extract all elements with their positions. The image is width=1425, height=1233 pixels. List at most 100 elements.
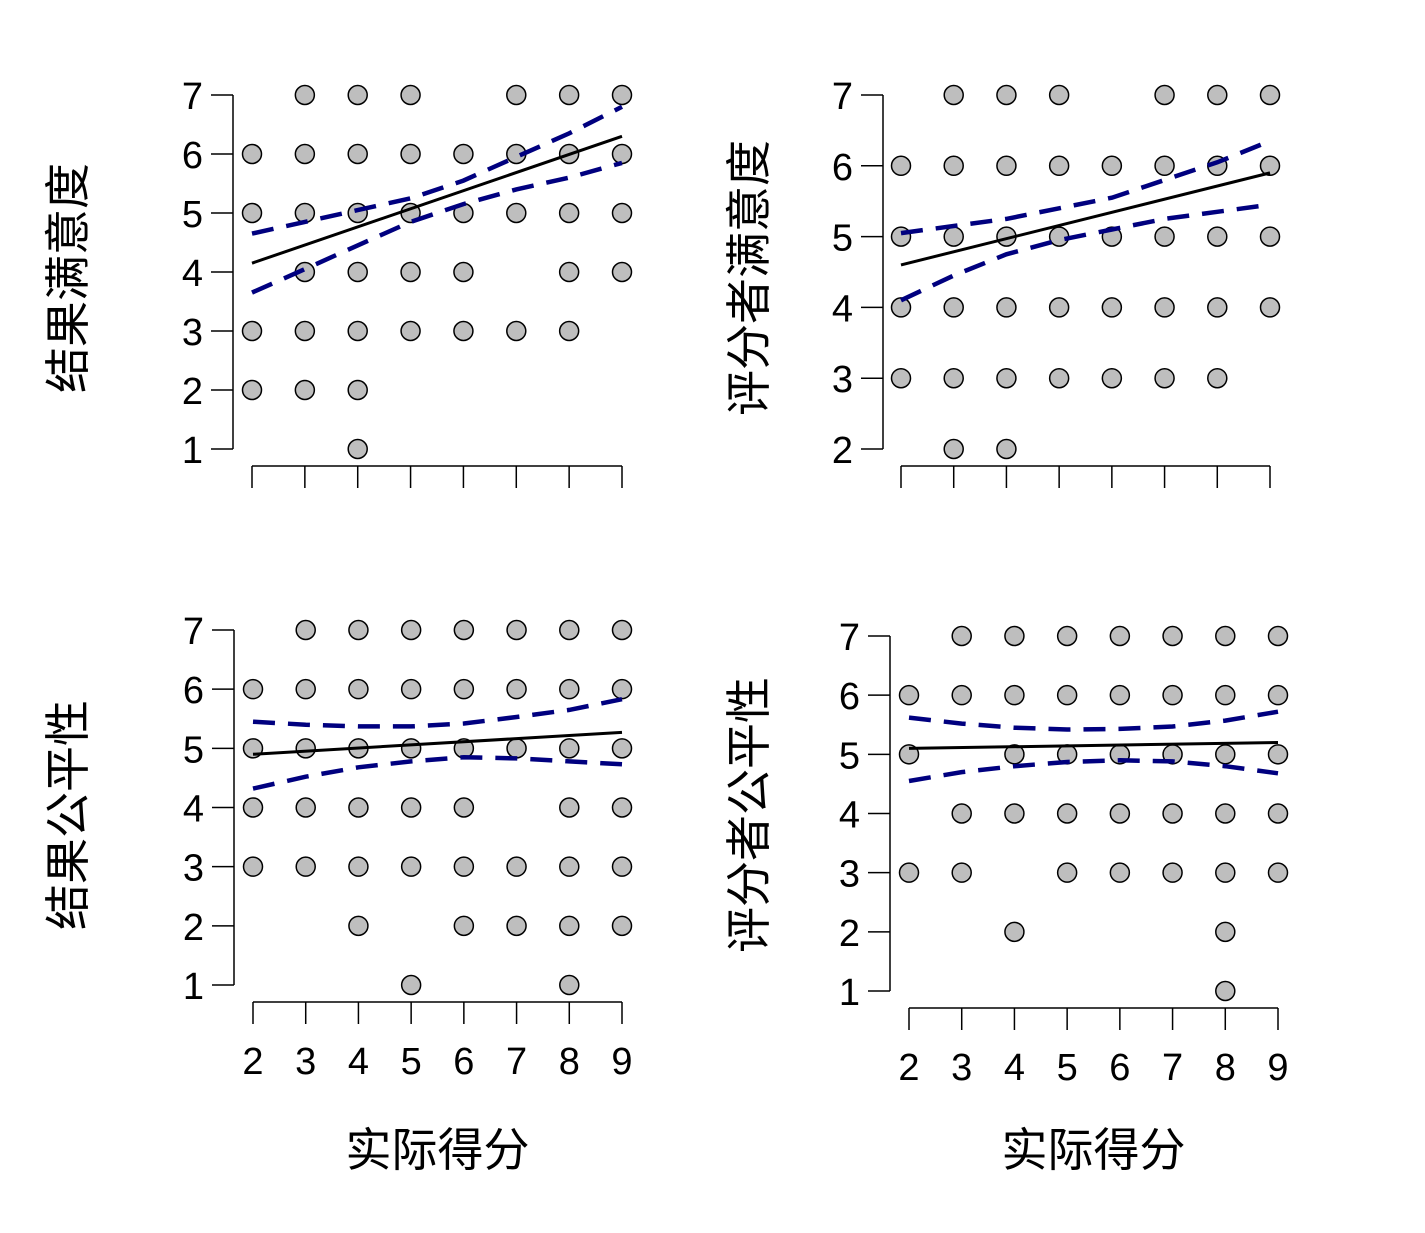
y-tick-label: 5 (832, 218, 853, 260)
y-tick-label: 2 (832, 430, 853, 472)
data-point (241, 379, 263, 401)
data-point (1056, 862, 1078, 883)
data-point (1162, 684, 1183, 706)
data-point (1215, 921, 1236, 943)
data-point (400, 84, 421, 106)
data-point (1154, 84, 1175, 106)
fit-line (908, 741, 1279, 750)
data-point (1207, 226, 1228, 247)
data-point (559, 974, 580, 996)
data-point (1004, 921, 1025, 943)
y-tick-label: 2 (839, 913, 860, 955)
data-point (1267, 684, 1289, 706)
data-point (241, 202, 263, 224)
y-axis-title: 评分者满意度 (723, 140, 775, 416)
data-point (1154, 155, 1175, 177)
data-point (1215, 684, 1236, 706)
data-point (400, 797, 422, 818)
data-point (611, 202, 633, 224)
x-tick-label: 3 (951, 1047, 972, 1089)
y-tick-label: 3 (832, 359, 853, 401)
fit-line (252, 730, 623, 756)
data-point (347, 320, 368, 342)
data-point (506, 84, 527, 106)
data-point (506, 678, 527, 700)
data-point (611, 797, 633, 818)
x-tick-label: 4 (1004, 1047, 1025, 1089)
x-tick-label: 2 (898, 1047, 919, 1089)
data-point (400, 738, 422, 759)
data-point (611, 856, 633, 877)
data-point (558, 261, 580, 283)
data-point (943, 155, 964, 177)
data-point (348, 856, 369, 877)
data-point (1056, 803, 1078, 824)
data-point (1048, 84, 1070, 106)
data-point (1004, 803, 1025, 824)
data-point (400, 678, 422, 700)
fit-line (251, 134, 623, 265)
data-point (347, 143, 368, 165)
data-point (1259, 226, 1281, 247)
data-point (347, 261, 368, 283)
y-tick-label: 4 (182, 253, 203, 295)
data-point (400, 619, 422, 641)
data-point (951, 684, 972, 706)
data-point (242, 797, 264, 818)
data-point (400, 856, 422, 877)
data-point (295, 797, 316, 818)
data-point (453, 915, 475, 937)
x-tick-label: 6 (453, 1041, 474, 1083)
data-point (453, 143, 474, 165)
x-tick-label: 8 (1215, 1047, 1236, 1089)
data-point (294, 320, 316, 342)
data-point (400, 974, 422, 996)
data-point (241, 143, 263, 165)
data-point (453, 856, 475, 877)
y-tick-label: 7 (182, 76, 203, 118)
data-point (558, 320, 580, 342)
data-point (506, 619, 527, 641)
data-point (1048, 155, 1070, 177)
data-point (943, 84, 964, 106)
x-tick-label: 3 (295, 1041, 316, 1083)
data-point (559, 797, 580, 818)
data-point (1154, 297, 1175, 318)
data-point (1259, 297, 1281, 318)
data-point (943, 367, 964, 389)
data-point (347, 84, 368, 106)
data-point (348, 797, 369, 818)
ci-upper-line (908, 709, 1279, 732)
data-point (943, 226, 964, 247)
data-point (506, 738, 527, 759)
data-point (1048, 367, 1070, 389)
data-point (890, 367, 912, 389)
y-tick-label: 6 (839, 676, 860, 718)
data-point (295, 619, 316, 641)
data-point (898, 684, 920, 706)
ci-lower-line (908, 758, 1279, 784)
x-tick-label: 7 (1162, 1047, 1183, 1089)
data-point (1215, 980, 1236, 1002)
y-tick-label: 6 (832, 147, 853, 189)
data-point (400, 320, 421, 342)
data-point (611, 738, 633, 759)
data-point (1215, 744, 1236, 765)
data-point (453, 797, 475, 818)
data-point (506, 856, 527, 877)
data-point (1259, 155, 1281, 177)
y-tick-label: 7 (832, 76, 853, 118)
data-point (1162, 803, 1183, 824)
data-point (559, 738, 580, 759)
data-point (295, 856, 316, 877)
data-point (1109, 803, 1131, 824)
data-point (996, 84, 1017, 106)
y-axis-title: 结果公平性 (42, 700, 94, 930)
data-point (611, 619, 633, 641)
x-tick-label: 5 (1057, 1047, 1078, 1089)
ci-lower-line (900, 202, 1271, 303)
data-point (347, 379, 368, 401)
